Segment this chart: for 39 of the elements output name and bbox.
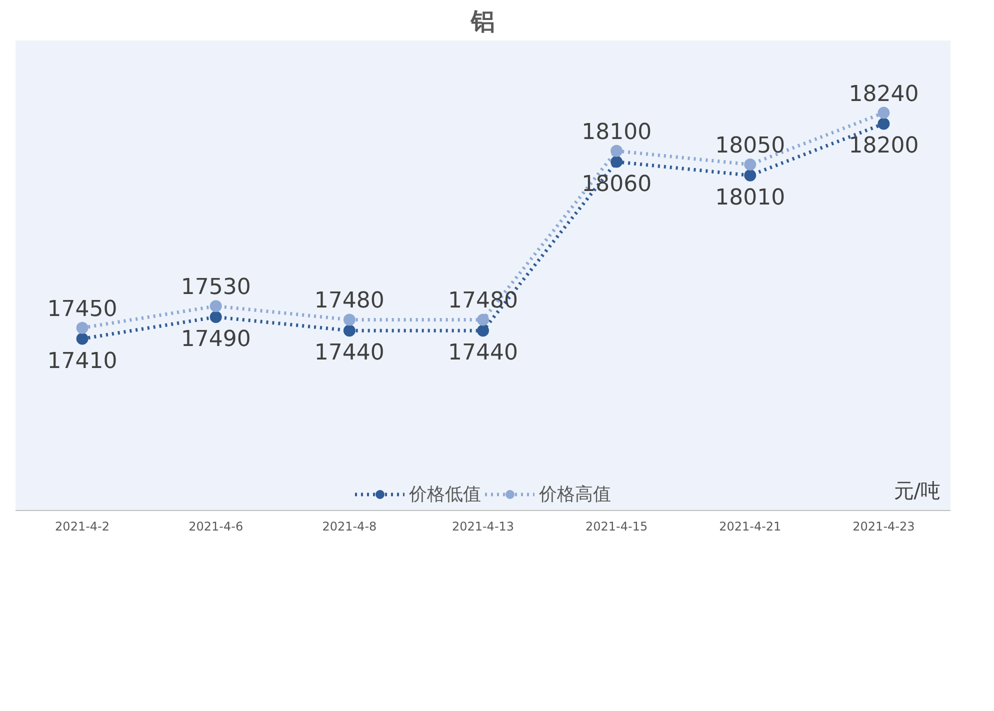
x-tick-label: 2021-4-21 <box>719 520 782 534</box>
data-label: 17440 <box>314 340 384 366</box>
data-label: 17530 <box>180 275 251 300</box>
point <box>744 169 756 182</box>
data-label: 18240 <box>848 82 919 107</box>
x-tick-label: 2021-4-6 <box>188 520 244 534</box>
x-tick-label: 2021-4-13 <box>452 520 514 534</box>
point <box>343 314 356 326</box>
point <box>477 314 489 326</box>
legend-label: 价格高值 <box>539 483 611 506</box>
x-tick-label: 2021-4-8 <box>322 520 377 534</box>
point <box>76 322 88 334</box>
data-label: 17480 <box>448 288 518 314</box>
data-label: 17450 <box>47 296 118 322</box>
point <box>210 300 222 312</box>
point <box>610 156 623 168</box>
point <box>210 311 222 323</box>
point <box>477 324 489 337</box>
x-tick-label: 2021-4-23 <box>852 520 915 534</box>
data-label: 17410 <box>47 348 118 374</box>
data-label: 17480 <box>314 288 384 314</box>
point <box>610 144 623 157</box>
data-label: 18050 <box>715 134 786 159</box>
x-tick-label: 2021-4-2 <box>55 520 110 534</box>
point <box>744 158 756 171</box>
point <box>343 324 356 337</box>
data-label: 17490 <box>180 326 251 352</box>
legend-label: 价格低值 <box>409 483 481 506</box>
data-label: 18100 <box>582 120 652 145</box>
data-label: 18200 <box>848 134 919 159</box>
text: 元/吨 <box>894 478 941 502</box>
data-label: 18010 <box>715 185 786 210</box>
x-tick-label: 2021-4-15 <box>586 520 648 534</box>
data-label: 18060 <box>582 172 652 197</box>
point <box>878 118 890 130</box>
data-label: 17440 <box>448 340 518 366</box>
point <box>76 332 88 345</box>
point <box>878 106 890 119</box>
chart-title: 铝 <box>470 8 495 36</box>
